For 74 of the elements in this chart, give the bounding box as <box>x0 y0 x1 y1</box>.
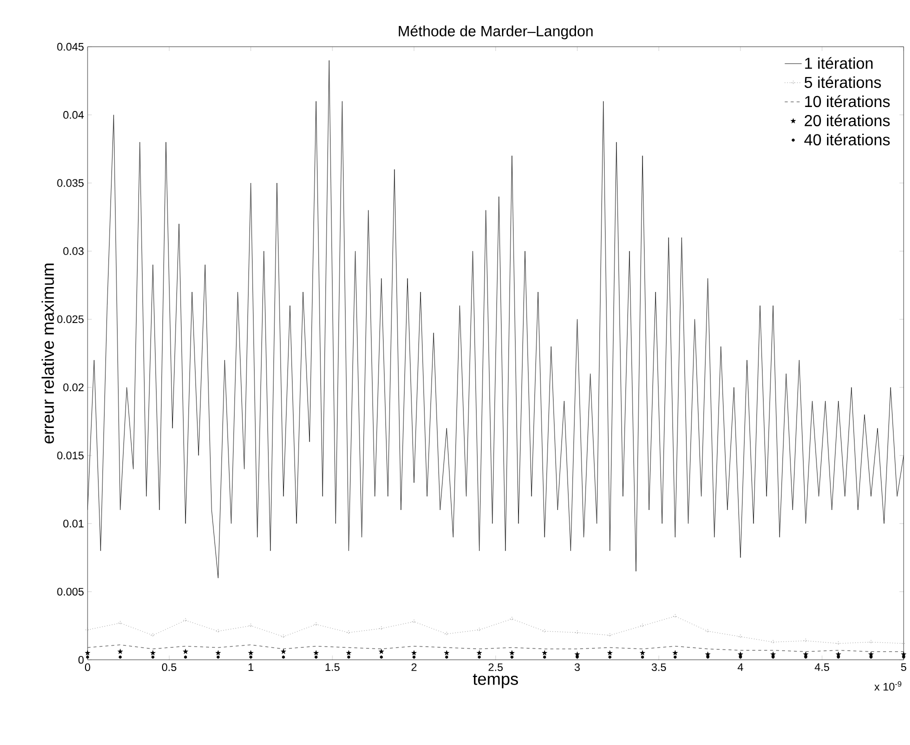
point <box>150 650 156 656</box>
y-tick-label: 0.03 <box>63 247 84 255</box>
point <box>249 655 252 658</box>
point <box>378 648 384 654</box>
point <box>607 650 613 656</box>
point <box>542 650 548 656</box>
point <box>640 655 644 658</box>
point <box>804 655 808 658</box>
point <box>184 655 188 658</box>
x-tick-label: 1.5 <box>326 663 340 671</box>
point <box>478 655 481 658</box>
point <box>869 655 873 658</box>
point <box>182 648 188 654</box>
x-tick-label: 2.5 <box>488 663 503 671</box>
y-tick-label: 0.01 <box>63 520 84 528</box>
point <box>118 655 122 658</box>
point <box>674 655 677 658</box>
legend-label: 10 itérations <box>805 95 890 107</box>
y-tick-label: 0 <box>78 656 84 664</box>
point <box>543 655 546 658</box>
y-tick-label: 0.035 <box>57 178 84 187</box>
point <box>248 650 254 656</box>
y-tick-label: 0.02 <box>63 383 84 392</box>
text: x 10$^{-9}$ <box>874 681 902 690</box>
point <box>510 655 514 658</box>
x-tick-label: 2 <box>412 663 417 671</box>
y-tick-label: 0.005 <box>57 588 84 596</box>
y-axis-title: erreur relative maximum <box>42 263 54 444</box>
point <box>216 655 220 658</box>
x-tick-label: 4.5 <box>814 663 830 671</box>
point <box>608 655 612 658</box>
legend-label: 1 itération <box>805 56 873 69</box>
point <box>117 648 124 654</box>
point <box>444 650 450 656</box>
point <box>640 650 646 656</box>
point <box>412 655 416 658</box>
x-tick-label: 0 <box>84 663 90 671</box>
y-tick-label: 0.04 <box>63 110 84 119</box>
point <box>509 650 515 656</box>
point <box>411 650 417 656</box>
legend-label: 5 itérations <box>804 76 881 88</box>
point <box>576 655 579 658</box>
point <box>215 650 221 656</box>
x-tick-label: 5 <box>901 663 906 671</box>
point <box>282 655 285 658</box>
point <box>86 655 90 658</box>
point <box>84 650 90 656</box>
y-tick-label: 0.025 <box>57 315 84 323</box>
x-tick-label: 4 <box>738 663 744 671</box>
point <box>672 650 678 656</box>
point <box>380 655 383 658</box>
x-tick-label: 3.5 <box>652 663 666 671</box>
point <box>280 648 286 654</box>
point <box>836 655 840 658</box>
point <box>445 655 448 658</box>
point <box>314 655 318 658</box>
y-tick-label: 0.015 <box>57 451 84 460</box>
legend-label: 20 itérations <box>804 114 890 126</box>
point <box>706 655 710 658</box>
x-tick-label: 3 <box>574 663 580 671</box>
x-tick-label: 0.5 <box>162 663 176 671</box>
point <box>347 655 350 658</box>
point <box>346 650 352 656</box>
point <box>151 655 154 658</box>
x-axis-title: temps <box>472 674 518 688</box>
point <box>476 650 482 656</box>
y-tick-label: 0.045 <box>57 42 84 50</box>
point <box>772 655 775 658</box>
point <box>313 650 319 656</box>
point <box>902 655 906 658</box>
x-tick-label: 1 <box>248 663 254 671</box>
point <box>738 655 742 658</box>
chart-title: Méthode de Marder–Langdon <box>398 25 593 40</box>
legend-label: 40 itérations <box>804 133 890 146</box>
